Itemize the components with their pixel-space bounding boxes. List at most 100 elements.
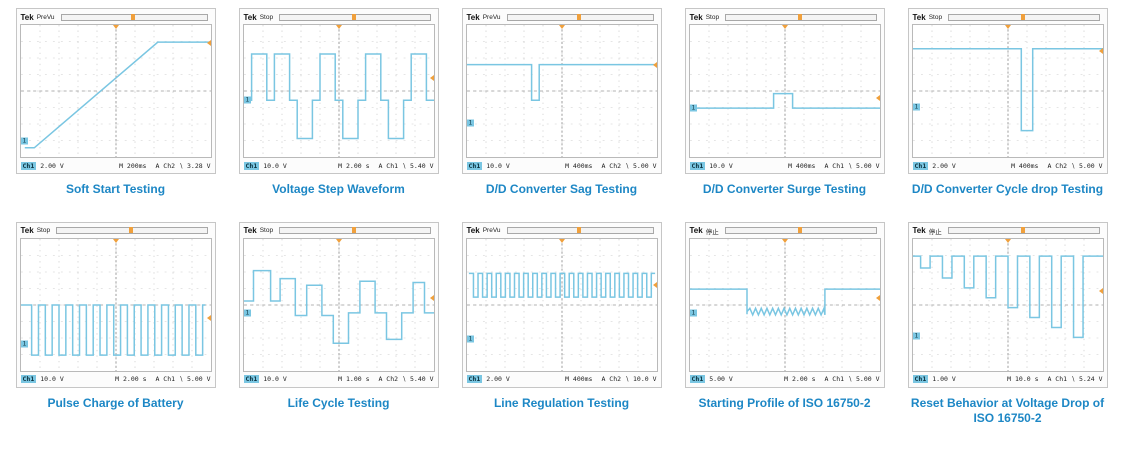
acquisition-mode: Stop — [928, 13, 943, 21]
tek-logo: Tek — [689, 226, 703, 236]
trigger-level-marker — [875, 94, 880, 101]
channel-badge: Ch1 — [912, 375, 929, 384]
waveform-trace — [244, 270, 434, 343]
tek-logo: Tek — [20, 226, 34, 236]
graticule-and-trace — [912, 25, 1103, 157]
trigger-position-marker — [131, 13, 136, 20]
scope-status: Ch1 1.00 V M 10.0 s A Ch1 ∖ 5.24 V — [911, 373, 1105, 385]
trigger-readout: A Ch2 ∖ 3.28 V — [155, 161, 211, 170]
graticule-and-trace — [912, 238, 1103, 371]
waveform-trace — [21, 305, 205, 355]
acquisition-mode: PreVu — [482, 227, 501, 235]
oscilloscope-capture: Tek PreVu 1 Ch1 10.0 V M 400ms A Ch2 ∖ 5.00 V — [461, 8, 662, 174]
scope-screen: 1 — [242, 237, 435, 372]
oscilloscope-capture: Tek PreVu 1 Ch1 2.00 V M 200ms A Ch2 ∖ 3.28 V — [15, 8, 216, 174]
trigger-position-marker — [351, 13, 356, 20]
timebase-readout: M 400ms — [565, 161, 593, 170]
channel1-marker: 1 — [912, 332, 921, 340]
tek-logo: Tek — [243, 226, 257, 236]
channel-scale: 10.0 V — [263, 375, 287, 384]
scope-status: Ch1 2.00 V M 400ms A Ch2 ∖ 10.0 V — [465, 373, 659, 385]
trigger-top-marker — [112, 25, 119, 29]
timebase-readout: M 1.00 s — [338, 375, 370, 384]
oscilloscope-capture: Tek Stop 1 Ch1 2.00 V M 400ms A Ch2 ∖ 5.00 V — [907, 8, 1108, 174]
trigger-readout: A Ch2 ∖ 10.0 V — [601, 375, 657, 384]
trigger-top-marker — [781, 25, 788, 29]
scope-status: Ch1 10.0 V M 400ms A Ch2 ∖ 5.00 V — [465, 159, 659, 171]
trigger-position-marker — [797, 13, 802, 20]
timebase-readout: M 2.00 s — [784, 375, 816, 384]
trigger-top-marker — [1004, 25, 1011, 29]
scope-screen: 1 — [911, 24, 1104, 158]
scope-cell: Tek Stop 1 Ch1 10.0 V M 1.00 s A Ch2 ∖ 5.40 V L… — [232, 221, 445, 427]
caption: D/D Converter Sag Testing — [485, 182, 638, 196]
scope-status: Ch1 2.00 V M 400ms A Ch2 ∖ 5.00 V — [911, 159, 1105, 171]
caption: D/D Converter Surge Testing — [702, 182, 867, 196]
scope-status: Ch1 5.00 V M 2.00 s A Ch1 ∖ 5.00 V — [688, 373, 882, 385]
channel1-marker: 1 — [20, 340, 29, 348]
scope-cell: Tek Stop 1 Ch1 10.0 V M 2.00 s A Ch1 ∖ 5.40 V V… — [232, 8, 445, 198]
channel-badge: Ch1 — [689, 375, 706, 384]
channel-badge: Ch1 — [243, 375, 260, 384]
scope-header: Tek 停止 — [911, 225, 1105, 237]
tek-logo: Tek — [20, 12, 34, 22]
channel-badge: Ch1 — [20, 375, 37, 384]
acquisition-bar — [60, 13, 208, 21]
channel-scale: 2.00 V — [40, 161, 64, 170]
trigger-level-marker — [875, 294, 880, 301]
channel1-marker: 1 — [243, 309, 252, 316]
acquisition-bar — [948, 13, 1100, 21]
waveform-trace — [467, 65, 657, 101]
oscilloscope-capture: Tek 停止 1 Ch1 5.00 V M 2.00 s A Ch1 ∖ 5.00 V — [684, 221, 885, 388]
scope-cell: Tek PreVu 1 Ch1 2.00 V M 400ms A Ch2 ∖ 10.0 V L… — [455, 221, 668, 427]
channel-badge: Ch1 — [20, 161, 37, 170]
trigger-level-marker — [206, 314, 211, 321]
channel-scale: 2.00 V — [486, 375, 510, 384]
acquisition-bar — [56, 227, 208, 235]
scope-header: Tek Stop — [911, 11, 1105, 23]
caption: Starting Profile of ISO 16750-2 — [698, 395, 871, 410]
scope-cell: Tek Stop 1 Ch1 2.00 V M 400ms A Ch2 ∖ 5.00 V D/… — [901, 8, 1114, 198]
oscilloscope-capture: Tek Stop 1 Ch1 10.0 V M 2.00 s A Ch1 ∖ 5.40 V — [238, 8, 439, 174]
scope-screen: 1 — [242, 24, 435, 158]
caption: Reset Behavior at Voltage Drop of ISO 16… — [910, 395, 1105, 426]
oscilloscope-capture: Tek PreVu 1 Ch1 2.00 V M 400ms A Ch2 ∖ 10.0 V — [461, 221, 662, 388]
timebase-readout: M 200ms — [119, 161, 147, 170]
channel1-marker: 1 — [20, 137, 29, 145]
trigger-top-marker — [335, 238, 342, 243]
acquisition-bar — [947, 227, 1100, 235]
channel-scale: 10.0 V — [40, 375, 64, 384]
acquisition-mode: Stop — [705, 13, 720, 21]
timebase-readout: M 400ms — [565, 375, 593, 384]
trigger-position-marker — [351, 227, 356, 234]
scope-screen: 1 — [19, 24, 212, 158]
scope-screen: 1 — [911, 237, 1104, 372]
oscilloscope-capture: Tek 停止 1 Ch1 1.00 V M 10.0 s A Ch1 ∖ 5.24 V — [907, 221, 1108, 388]
scope-cell: Tek Stop 1 Ch1 10.0 V M 2.00 s A Ch1 ∖ 5.00 V P… — [9, 221, 222, 427]
channel1-marker: 1 — [689, 309, 698, 316]
trigger-position-marker — [128, 227, 133, 234]
timebase-readout: M 10.0 s — [1007, 375, 1039, 384]
acquisition-mode: PreVu — [482, 13, 501, 21]
acquisition-bar — [724, 227, 877, 235]
acquisition-bar — [506, 227, 654, 235]
trigger-top-marker — [335, 25, 342, 29]
graticule-and-trace — [243, 238, 434, 371]
trigger-position-marker — [797, 227, 802, 234]
trigger-position-marker — [1020, 13, 1025, 20]
acquisition-mode: PreVu — [36, 13, 55, 21]
caption: Soft Start Testing — [65, 182, 166, 196]
scope-screen: 1 — [688, 237, 881, 372]
graticule-and-trace — [466, 238, 657, 371]
timebase-readout: M 400ms — [1011, 161, 1039, 170]
waveform-trace — [913, 49, 1103, 131]
scope-header: Tek PreVu — [465, 11, 659, 23]
trigger-readout: A Ch1 ∖ 5.00 V — [155, 375, 211, 384]
tek-logo: Tek — [243, 12, 257, 22]
oscilloscope-capture: Tek Stop 1 Ch1 10.0 V M 400ms A Ch1 ∖ 5.00 V — [684, 8, 885, 174]
graticule-and-trace — [243, 25, 434, 157]
channel-scale: 2.00 V — [932, 161, 956, 170]
channel1-marker: 1 — [912, 103, 921, 111]
trigger-readout: A Ch2 ∖ 5.00 V — [1047, 161, 1103, 170]
